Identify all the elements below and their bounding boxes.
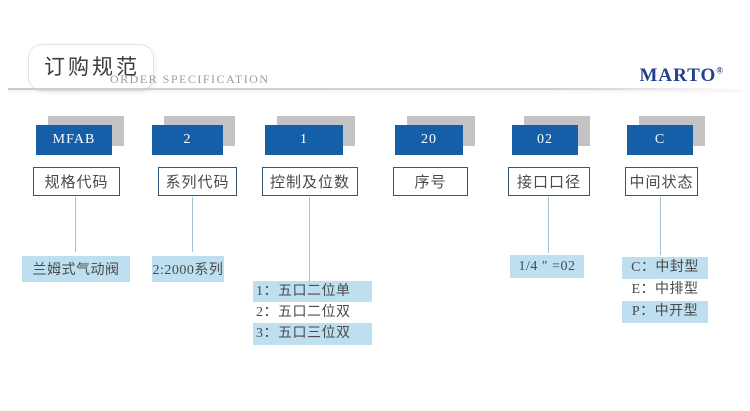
- code-box-port: 02: [512, 125, 578, 155]
- note-list-state: C：中封型 E：中排型 P：中开型: [622, 257, 708, 323]
- note-series: 2:2000系列: [152, 256, 224, 282]
- label-box-serial: 序号: [393, 167, 468, 196]
- code-value: MFAB: [52, 132, 96, 147]
- label-box-port: 接口口径: [508, 167, 590, 196]
- brand-name: MARTO: [639, 65, 717, 86]
- label-box-series: 系列代码: [158, 167, 237, 196]
- note-list-control: 1：五口二位单 2：五口二位双 3：五口三位双: [253, 281, 372, 345]
- label-box-control: 控制及位数: [262, 167, 358, 196]
- label-text: 控制及位数: [269, 175, 350, 191]
- connector-line: [548, 197, 549, 253]
- label-text: 接口口径: [516, 175, 581, 191]
- label-text: 规格代码: [44, 175, 109, 191]
- brand-logo: MARTO®: [639, 65, 724, 87]
- note-option: 1：五口二位单: [253, 281, 372, 302]
- connector-line: [309, 197, 310, 281]
- page-title: 订购规范: [44, 55, 140, 79]
- connector-line: [75, 197, 76, 252]
- note-option: P：中开型: [622, 301, 708, 323]
- note-option: C：中封型: [622, 257, 708, 279]
- code-value: 2: [183, 132, 192, 147]
- label-text: 序号: [414, 175, 447, 191]
- code-box-state: C: [627, 125, 693, 155]
- note-option: 3：五口三位双: [253, 323, 372, 345]
- note-port: 1/4 ″ =02: [510, 255, 584, 278]
- note-option: E：中排型: [631, 282, 699, 297]
- code-box-series: 2: [152, 125, 223, 155]
- label-box-state: 中间状态: [625, 167, 698, 196]
- label-text: 系列代码: [165, 175, 230, 191]
- code-value: 1: [300, 132, 308, 147]
- title-frame: [28, 44, 154, 91]
- header-divider: [8, 88, 742, 90]
- note-option: 2：五口二位双: [256, 305, 351, 320]
- code-value: 20: [421, 132, 437, 147]
- page-subtitle: ORDER SPECIFICATION: [110, 72, 270, 86]
- code-value: 02: [537, 132, 553, 147]
- code-value: C: [654, 132, 666, 147]
- code-box-serial: 20: [395, 125, 463, 155]
- connector-line: [192, 197, 193, 252]
- code-box-spec: MFAB: [36, 125, 112, 155]
- registered-mark: ®: [716, 65, 724, 76]
- note-spec: 兰姆式气动阀: [22, 256, 130, 282]
- connector-line: [660, 197, 661, 255]
- label-text: 中间状态: [629, 175, 694, 191]
- code-box-control: 1: [265, 125, 343, 155]
- label-box-spec: 规格代码: [33, 167, 120, 196]
